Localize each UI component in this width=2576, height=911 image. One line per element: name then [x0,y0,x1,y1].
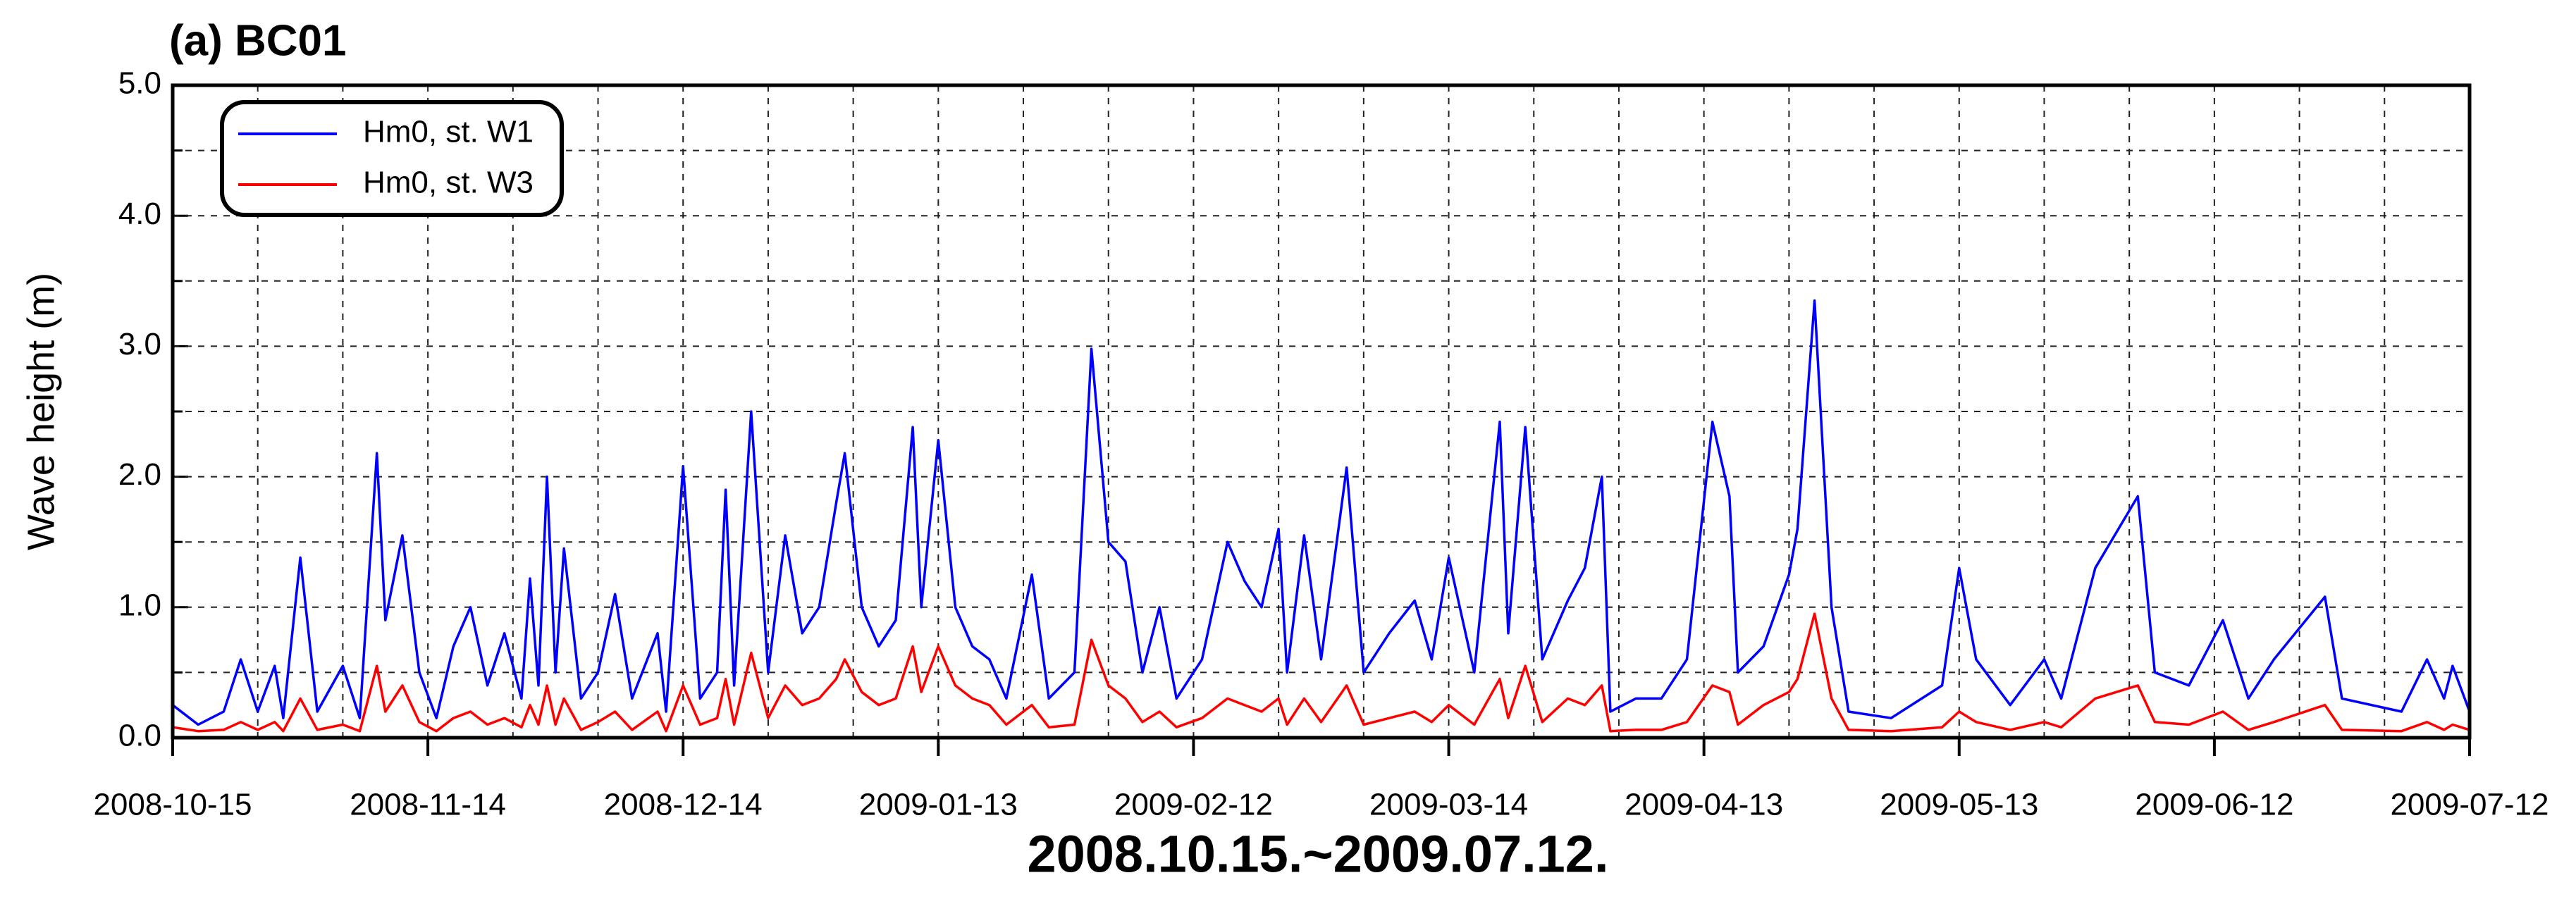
x-tick-label: 2008-12-14 [604,788,763,822]
x-tick-label: 2009-07-12 [2390,788,2549,822]
y-tick-label: 5.0 [118,66,161,101]
y-tick-label: 4.0 [118,197,161,231]
x-axis-label: 2008.10.15.~2009.07.12. [1027,825,1608,884]
x-tick-label: 2009-02-12 [1114,788,1273,822]
x-tick-label: 2009-03-14 [1369,788,1528,822]
legend: Hm0, st. W1 Hm0, st. W3 [220,100,564,217]
legend-label: Hm0, st. W1 [363,115,534,149]
x-tick-label: 2008-10-15 [93,788,252,822]
y-axis-label: Wave height (m) [20,273,62,550]
x-tick-label: 2009-06-12 [2135,788,2293,822]
x-tick-label: 2009-04-13 [1625,788,1783,822]
y-tick-label: 0.0 [118,719,161,753]
y-tick-label: 3.0 [118,327,161,361]
legend-box [220,100,564,217]
series-line [171,299,2471,726]
legend-label: Hm0, st. W3 [363,166,534,200]
x-tick-label: 2008-11-14 [350,788,506,822]
y-tick-label: 2.0 [118,457,161,492]
chart-title: (a) BC01 [169,16,347,65]
x-tick-label: 2009-05-13 [1880,788,2038,822]
x-tick-label: 2009-01-13 [859,788,1018,822]
y-tick-label: 1.0 [118,588,161,622]
plot-frame [171,83,2472,740]
series-line [172,612,2470,733]
